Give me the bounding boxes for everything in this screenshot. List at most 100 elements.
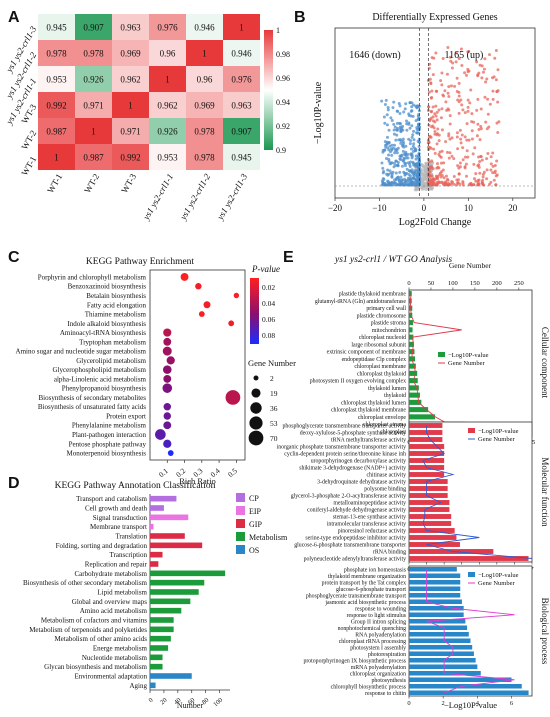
heatmap-cell-value: 0.976	[157, 23, 178, 33]
category-label: Replication and repair	[85, 561, 148, 569]
category-label: Metabolism of terpenoids and polyketides	[29, 626, 147, 634]
volcano-point-down	[382, 115, 386, 119]
volcano-point-up	[458, 161, 462, 165]
go-term-label: primary cell wall	[366, 306, 406, 312]
go-bar	[409, 370, 418, 376]
volcano-point-down	[413, 146, 417, 150]
gene-tick-label: 100	[448, 280, 458, 287]
volcano-point-up	[466, 67, 470, 71]
volcano-point-ns	[423, 184, 427, 187]
p-tick-label: 2	[442, 700, 445, 707]
volcano-point-down	[390, 174, 394, 178]
heatmap-cell-value: 0.978	[194, 153, 215, 163]
kegg-enrichment-panel: KEGG Pathway Enrichment Porphyrin and chl…	[16, 257, 297, 486]
heatmap-col-label: ys1 ys2-crl1-2	[177, 172, 212, 223]
size-legend-label: 2	[270, 374, 274, 383]
go-bar	[409, 423, 443, 428]
pvalue-colorbar	[250, 278, 259, 344]
go-term-label: mRNA polyadenylation	[351, 665, 406, 671]
volcano-point-up	[439, 79, 443, 83]
go-term-label: cyclin-dependent protein serine/threonin…	[284, 452, 406, 458]
go-section-frame	[408, 421, 533, 563]
kegg-classification-panel: KEGG Pathway Annotation Classification Tr…	[23, 480, 288, 710]
heatmap-cell	[149, 14, 186, 40]
x-tick-label: 100	[212, 697, 224, 709]
heatmap-cell	[186, 92, 223, 118]
volcano-point-down	[394, 159, 398, 163]
legend-swatch	[236, 519, 245, 528]
go-bar	[409, 437, 443, 442]
heatmap-cell	[223, 14, 260, 40]
kegg-enrichment-title: KEGG Pathway Enrichment	[86, 257, 195, 267]
volcano-point-up	[491, 164, 495, 168]
volcano-point-up	[442, 176, 446, 180]
go-bar	[409, 521, 452, 526]
category-bar	[150, 570, 226, 577]
panel-label-e: E	[283, 249, 294, 266]
heatmap-cell	[38, 14, 75, 40]
category-label: Glycan biosynthesis and metabolism	[44, 663, 147, 671]
category-label: Membrane transport	[90, 523, 147, 531]
go-term-label: glucose-6-phosphate transmembrane transp…	[294, 543, 406, 549]
go-title: ys1 ys2-crl1 / WT GO Analysis	[334, 255, 452, 265]
heatmap-cell-value: 0.953	[157, 153, 178, 163]
heatmap-cell-value: 1	[239, 23, 244, 33]
volcano-point-down	[392, 165, 396, 169]
volcano-point-up	[439, 161, 443, 165]
volcano-point-down	[417, 161, 421, 165]
go-term-label: response to wounding	[355, 606, 406, 612]
volcano-point-up	[481, 183, 485, 187]
volcano-point-up	[439, 175, 443, 179]
go-term-label: thylakoid lumen	[368, 386, 406, 392]
volcano-point-down	[403, 177, 407, 181]
volcano-point-up	[491, 89, 495, 93]
volcano-point-up	[449, 84, 453, 88]
volcano-point-up	[475, 60, 479, 64]
volcano-point-down	[398, 157, 402, 161]
volcano-point-up	[432, 147, 436, 151]
volcano-point-up	[440, 149, 444, 153]
volcano-point-down	[392, 128, 396, 132]
pathway-label: Aminoacyl-tRNA biosynthesis	[60, 329, 146, 337]
volcano-point-down	[392, 132, 396, 136]
volcano-point-up	[480, 158, 484, 162]
volcano-point-down	[395, 151, 399, 155]
colorbar-tick-label: 0.94	[276, 98, 290, 107]
volcano-point-up	[430, 96, 434, 100]
volcano-point-up	[447, 156, 451, 160]
volcano-point-up	[480, 180, 484, 184]
volcano-point-down	[389, 116, 393, 120]
heatmap-col-label: ys1 ys2-crl1-1	[140, 172, 175, 222]
volcano-point-up	[433, 151, 437, 155]
volcano-point-up	[429, 182, 433, 186]
volcano-point-down	[398, 170, 402, 174]
pathway-label: Phenylpropanoid biosynthesis	[62, 385, 146, 393]
volcano-point-up	[428, 179, 432, 183]
volcano-point-ns	[420, 187, 424, 191]
gene-tick-label: 150	[470, 280, 480, 287]
volcano-point-up	[458, 182, 462, 186]
go-term-label: polysome binding	[364, 487, 406, 493]
volcano-point-down	[403, 172, 407, 176]
volcano-point-down	[399, 175, 403, 179]
volcano-point-up	[461, 158, 465, 162]
go-term-label: chloroplast stroma	[363, 422, 406, 428]
volcano-point-up	[447, 108, 451, 112]
go-bar	[409, 612, 464, 618]
go-term-label: response to light stimulus	[347, 613, 407, 619]
volcano-point-down	[412, 129, 416, 133]
category-bar	[150, 645, 169, 651]
volcano-point-down	[385, 172, 389, 176]
heatmap-cell	[112, 118, 149, 144]
volcano-point-up	[450, 154, 454, 158]
heatmap-cell-value: 0.992	[46, 101, 66, 111]
volcano-point-down	[403, 107, 407, 111]
volcano-point-up	[455, 135, 459, 139]
go-term-label: stemar-13-ene synthase activity	[333, 515, 406, 521]
go-term-label: thylakoid membrane organization	[328, 574, 406, 580]
volcano-point-up	[435, 132, 439, 136]
volcano-point-up	[467, 49, 471, 53]
go-bar	[409, 444, 445, 449]
volcano-point-up	[479, 124, 483, 128]
volcano-point-down	[415, 164, 419, 168]
